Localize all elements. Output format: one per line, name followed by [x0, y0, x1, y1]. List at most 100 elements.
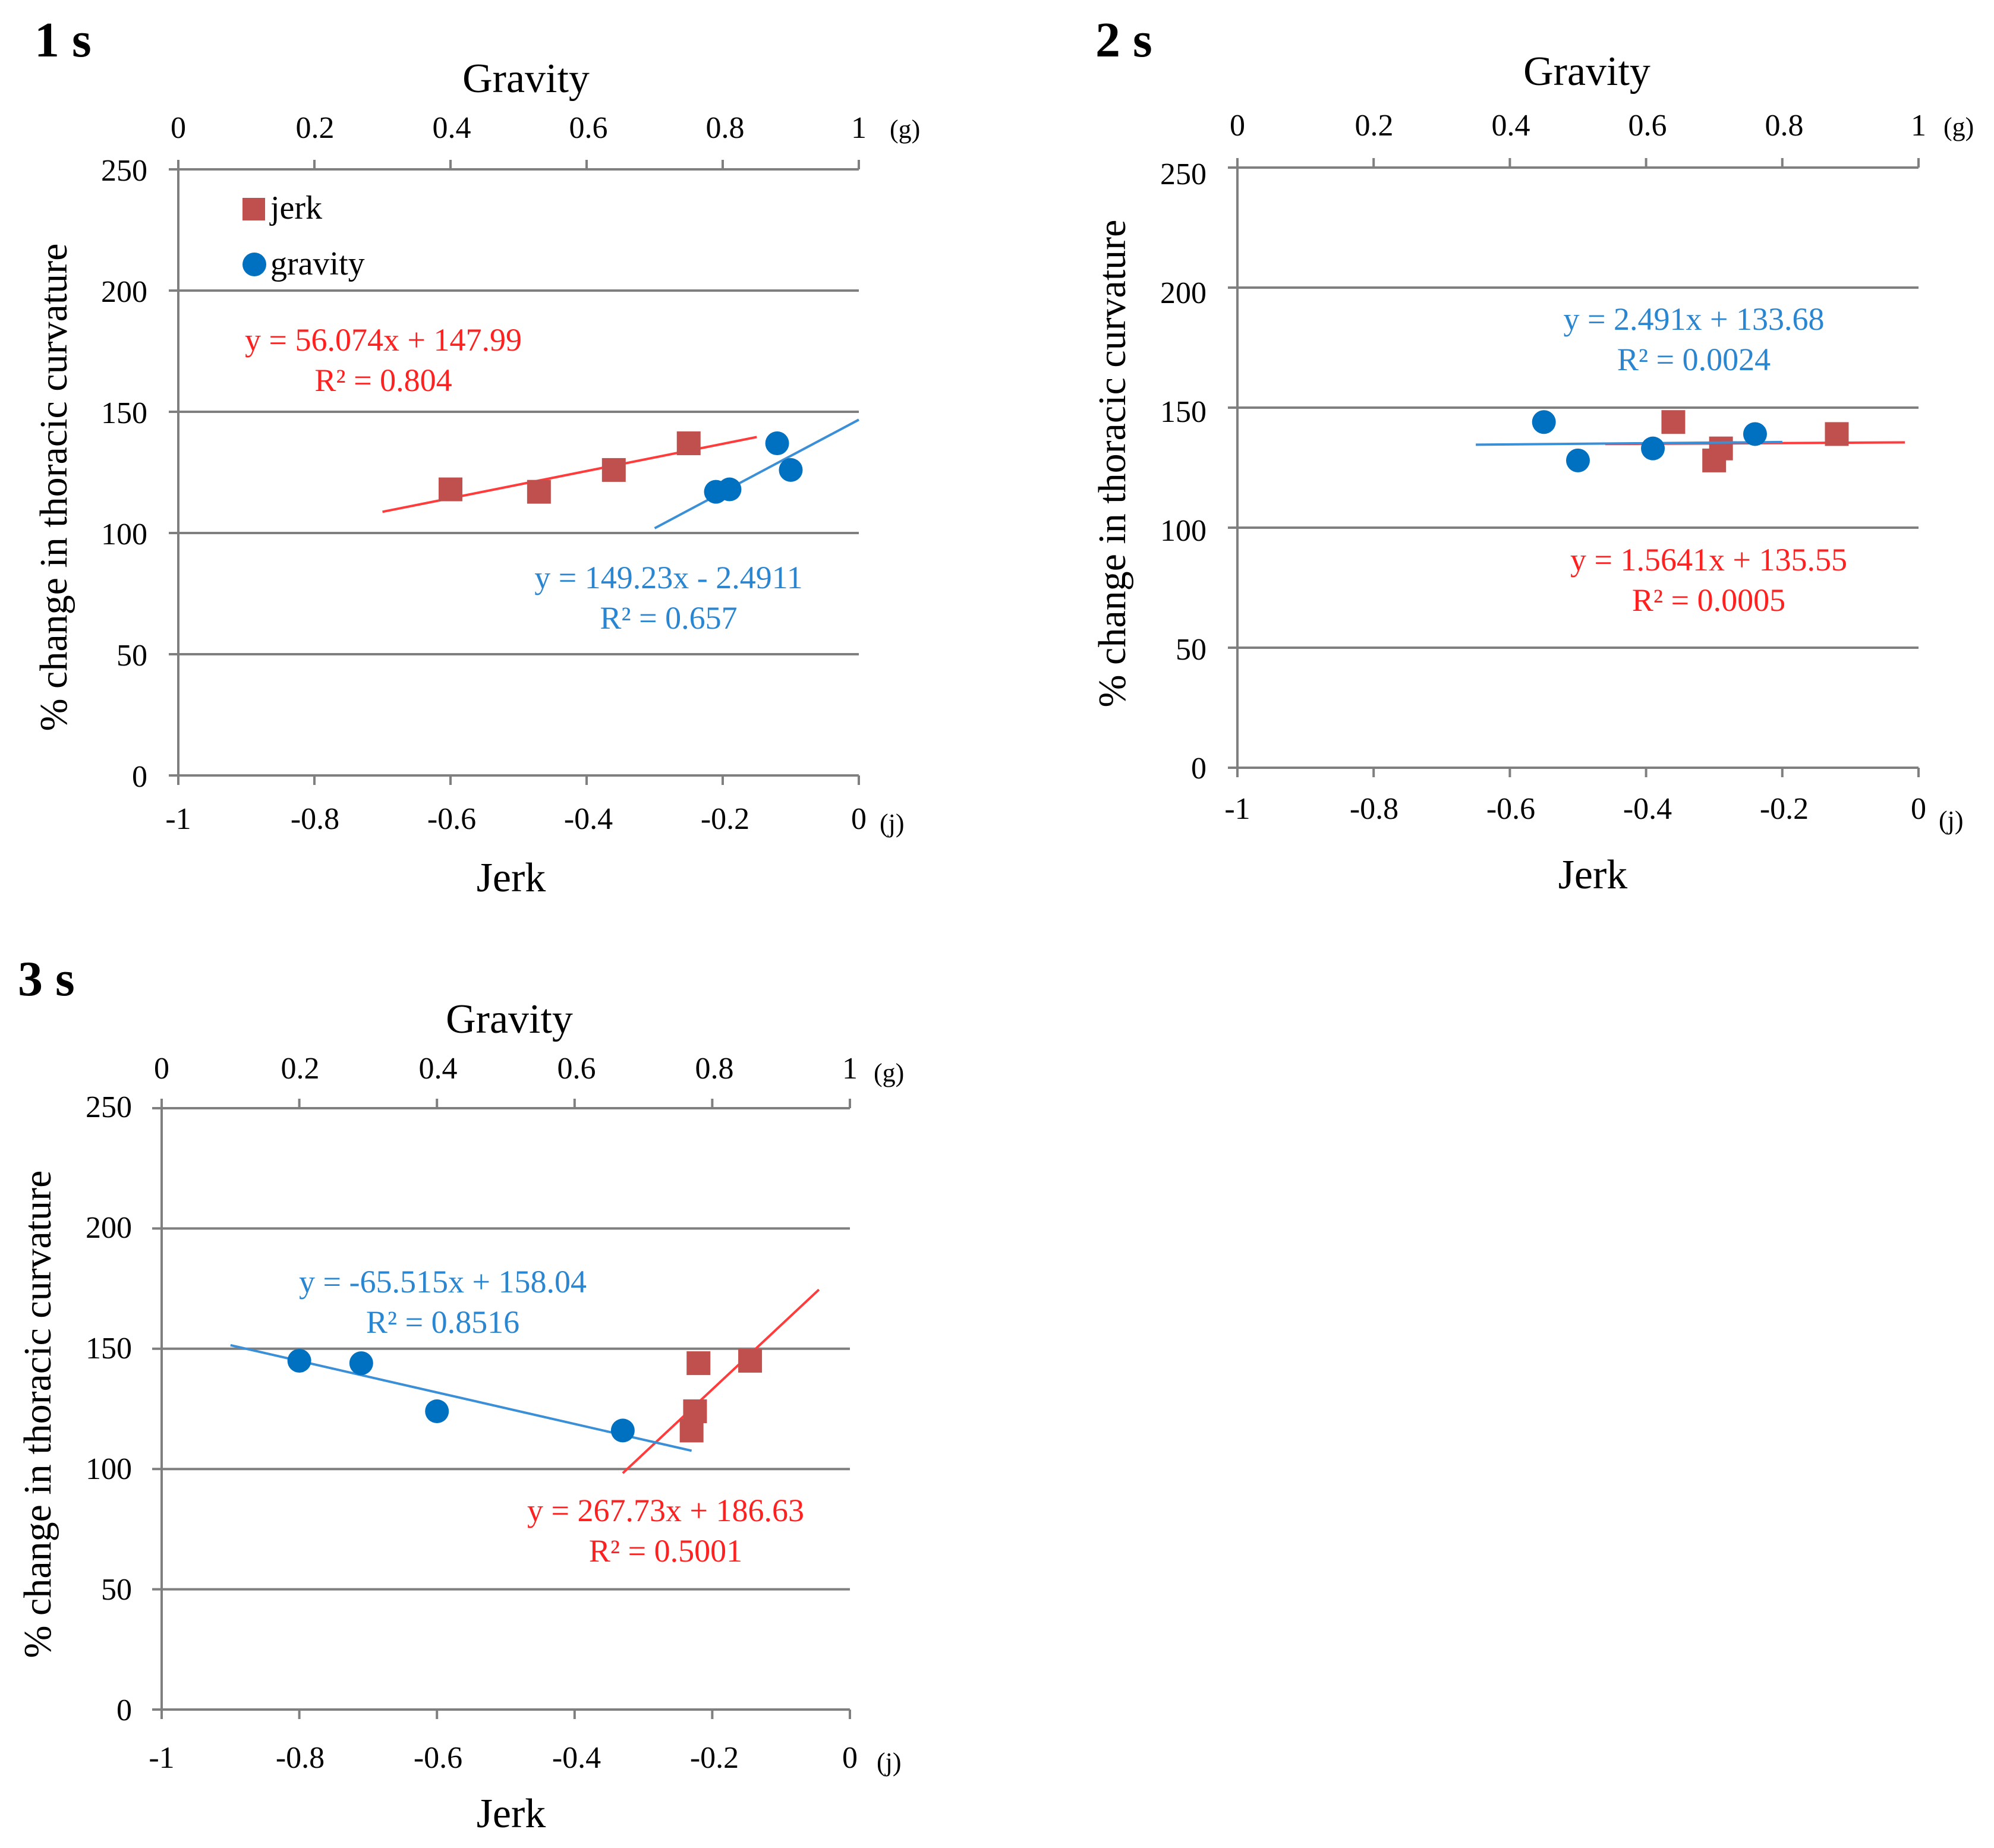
y-axis-title: % change in thoracic curvature [1091, 220, 1134, 708]
bottom-tick-label: -0.2 [1760, 792, 1809, 826]
panel-1s: 1 s Gravity 0 0.2 0.4 0.6 0.8 1 (g) 0 50… [32, 12, 920, 901]
bottom-tick-label: -0.8 [276, 1741, 325, 1775]
y-tick-labels: 0 50 100 150 200 250 [86, 1090, 132, 1727]
plot-area [1228, 158, 1920, 777]
y-axis-title: % change in thoracic curvature [16, 1171, 59, 1658]
top-tick-label: 1 [1911, 109, 1926, 143]
gravity-trendline [654, 418, 859, 529]
gravity-point [717, 477, 742, 502]
bottom-tick-label: 0 [851, 802, 867, 836]
jerk-point [1661, 410, 1686, 434]
gravity-point [1532, 410, 1556, 434]
top-tick-label: 0.8 [1765, 109, 1804, 143]
plot-area [152, 1099, 851, 1719]
gravity-equation: y = -65.515x + 158.04 [299, 1264, 587, 1300]
top-axis-title: Gravity [462, 56, 590, 102]
jerk-point [601, 458, 626, 482]
y-tick-label: 200 [86, 1211, 132, 1245]
top-tick-labels: 0 0.2 0.4 0.6 0.8 1 (g) [154, 1052, 904, 1087]
jerk-trendline [382, 436, 757, 513]
bottom-tick-label: -0.2 [690, 1741, 739, 1775]
panel-label: 3 s [18, 951, 75, 1007]
gravity-point [1743, 422, 1767, 446]
gravity-point [765, 431, 789, 456]
gravity-point [1641, 436, 1665, 461]
jerk-equation: y = 267.73x + 186.63 [527, 1493, 804, 1528]
top-tick-label: 0 [1230, 109, 1245, 143]
top-tick-label: 0.4 [419, 1052, 458, 1086]
top-tick-labels: 0 0.2 0.4 0.6 0.8 1 (g) [171, 111, 920, 145]
bottom-tick-label: -0.4 [564, 802, 613, 836]
top-axis-title: Gravity [446, 996, 573, 1042]
bottom-axis-unit: (j) [877, 1748, 902, 1777]
y-tick-label: 250 [101, 154, 147, 188]
top-axis-unit: (g) [1943, 112, 1974, 141]
y-tick-label: 200 [1160, 276, 1207, 310]
jerk-point [527, 480, 551, 504]
y-axis-title: % change in thoracic curvature [32, 244, 75, 731]
gravity-point [1566, 448, 1590, 472]
legend-gravity-marker [242, 253, 266, 276]
bottom-tick-label: -0.6 [427, 802, 476, 836]
plot-area [169, 160, 860, 785]
top-tick-label: 1 [842, 1052, 858, 1086]
panel-3s: 3 s Gravity 0 0.2 0.4 0.6 0.8 1 (g) 0 50… [16, 951, 904, 1837]
jerk-equation: y = 1.5641x + 135.55 [1570, 542, 1847, 578]
x-axis-title: Jerk [477, 855, 546, 901]
top-axis-unit: (g) [890, 115, 920, 144]
top-tick-label: 0.4 [1492, 109, 1530, 143]
panel-label: 1 s [34, 12, 92, 68]
top-tick-labels: 0 0.2 0.4 0.6 0.8 1 (g) [1230, 109, 1974, 143]
top-tick-label: 0.6 [569, 111, 608, 145]
y-tick-label: 100 [101, 518, 147, 551]
bottom-tick-labels: -1 -0.8 -0.6 -0.4 -0.2 0 (j) [149, 1741, 901, 1777]
top-tick-label: 0.6 [1628, 109, 1667, 143]
top-axis-title: Gravity [1523, 49, 1650, 94]
bottom-tick-label: 0 [1911, 792, 1926, 826]
y-tick-label: 150 [86, 1332, 132, 1365]
top-axis-unit: (g) [874, 1058, 904, 1087]
bottom-tick-label: -0.4 [1623, 792, 1672, 826]
panel-2s: 2 s Gravity 0 0.2 0.4 0.6 0.8 1 (g) 0 50… [1091, 12, 1974, 898]
bottom-tick-label: -0.4 [552, 1741, 601, 1775]
jerk-point [738, 1349, 763, 1373]
top-tick-label: 0 [171, 111, 186, 145]
gravity-point [425, 1399, 449, 1424]
gravity-point [610, 1418, 635, 1443]
bottom-tick-label: -0.6 [1486, 792, 1535, 826]
x-axis-title: Jerk [1558, 852, 1628, 898]
y-tick-label: 200 [101, 275, 147, 309]
gravity-point [779, 458, 803, 482]
jerk-point [683, 1399, 707, 1424]
jerk-point [676, 431, 701, 456]
bottom-tick-label: -0.2 [701, 802, 749, 836]
bottom-axis-unit: (j) [1939, 806, 1964, 835]
gravity-equation: y = 149.23x - 2.4911 [534, 560, 802, 595]
y-tick-label: 0 [116, 1694, 132, 1727]
y-tick-label: 250 [86, 1090, 132, 1124]
top-tick-label: 1 [851, 111, 867, 145]
y-tick-label: 100 [86, 1452, 132, 1486]
gravity-r2: R² = 0.8516 [366, 1304, 519, 1340]
top-tick-label: 0.2 [281, 1052, 320, 1086]
bottom-tick-label: -0.8 [291, 802, 339, 836]
bottom-axis-unit: (j) [880, 809, 905, 838]
bottom-tick-label: -1 [1224, 792, 1250, 826]
gravity-r2: R² = 0.0024 [1617, 342, 1771, 377]
bottom-tick-label: -1 [165, 802, 191, 836]
y-tick-label: 50 [116, 639, 147, 673]
jerk-r2: R² = 0.804 [314, 362, 452, 398]
y-tick-label: 50 [101, 1573, 132, 1607]
gravity-equation: y = 2.491x + 133.68 [1564, 301, 1825, 337]
jerk-point [1709, 436, 1733, 461]
top-tick-label: 0.6 [557, 1052, 596, 1086]
legend-jerk-marker [242, 198, 265, 220]
bottom-tick-label: -1 [149, 1741, 174, 1775]
bottom-tick-label: -0.8 [1350, 792, 1398, 826]
bottom-tick-labels: -1 -0.8 -0.6 -0.4 -0.2 0 (j) [1224, 792, 1963, 835]
top-tick-label: 0.2 [296, 111, 335, 145]
y-tick-label: 0 [1191, 752, 1207, 786]
jerk-point [686, 1351, 711, 1376]
top-tick-label: 0.8 [695, 1052, 734, 1086]
